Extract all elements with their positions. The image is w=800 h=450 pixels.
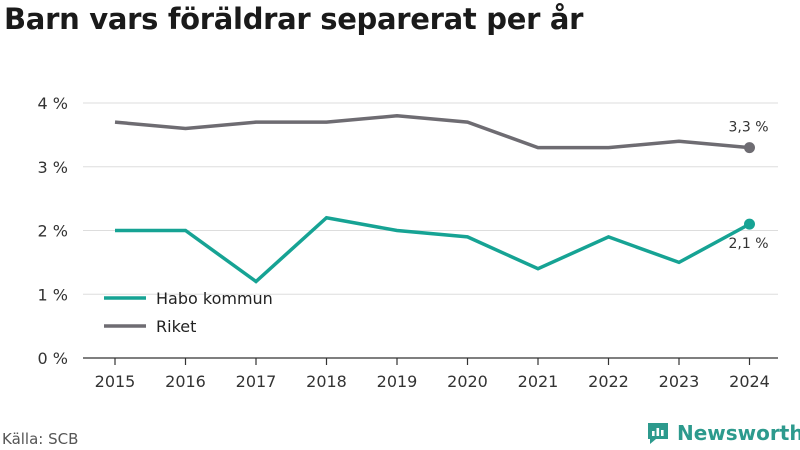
y-tick-label: 2 % (38, 222, 68, 241)
y-tick-label: 3 % (38, 158, 68, 177)
x-tick-label: 2019 (377, 372, 418, 391)
newsworthy-logo-icon (648, 423, 668, 444)
data-label: 3,3 % (728, 120, 768, 136)
x-tick-label: 2021 (518, 372, 559, 391)
brand-logo[interactable]: Newsworthy (645, 420, 800, 446)
series-end-point (744, 142, 755, 154)
x-tick-label: 2017 (236, 372, 277, 391)
series-end-point (744, 218, 755, 230)
x-tick-label: 2018 (306, 372, 347, 391)
source-note: Källa: SCB (2, 430, 79, 448)
legend-label: Habo kommun (156, 289, 273, 308)
x-tick-label: 2023 (659, 372, 700, 391)
x-tick-label: 2022 (588, 372, 629, 391)
x-tick-label: 2024 (729, 372, 770, 391)
y-tick-label: 0 % (38, 349, 68, 368)
y-tick-label: 1 % (38, 285, 68, 304)
legend-label: Riket (156, 317, 196, 336)
data-label: 2,1 % (728, 236, 768, 252)
chart-title: Barn vars föräldrar separerat per år (4, 2, 584, 36)
series-line-riket (114, 113, 750, 150)
x-tick-label: 2015 (95, 372, 136, 391)
brand-name: Newsworthy (677, 421, 800, 445)
x-tick-label: 2016 (165, 372, 206, 391)
x-tick-label: 2020 (447, 372, 488, 391)
series-line-habo-kommun (115, 215, 751, 284)
y-tick-label: 4 % (38, 94, 68, 113)
